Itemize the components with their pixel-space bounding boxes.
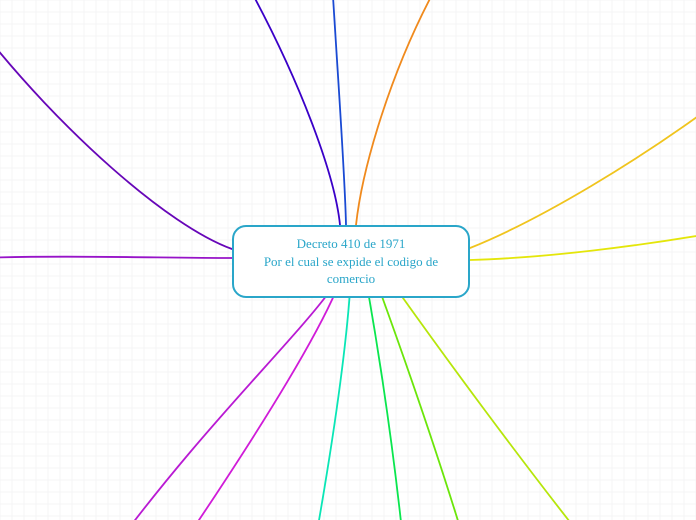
center-node[interactable]: Decreto 410 de 1971 Por el cual se expid… xyxy=(232,225,470,298)
center-node-line1: Decreto 410 de 1971 xyxy=(252,235,450,253)
center-node-line2: Por el cual se expide el codigo de comer… xyxy=(252,253,450,288)
